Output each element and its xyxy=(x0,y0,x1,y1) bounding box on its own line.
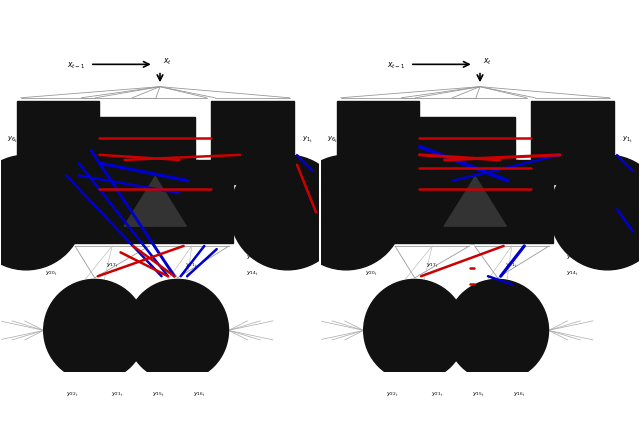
Text: $y_{4_t}$: $y_{4_t}$ xyxy=(622,207,633,216)
Bar xyxy=(470,161,554,243)
Text: $y_{15_t}$: $y_{15_t}$ xyxy=(472,389,484,398)
Bar xyxy=(337,102,419,184)
Text: $y_{2_t}$: $y_{2_t}$ xyxy=(622,160,633,170)
Text: $y_{10_t}$: $y_{10_t}$ xyxy=(7,201,21,212)
Text: $y_{17_t}$: $y_{17_t}$ xyxy=(426,261,438,269)
Text: $y_{6_t}$: $y_{6_t}$ xyxy=(327,135,338,145)
Bar xyxy=(413,118,464,169)
Text: $y_{8_t}$: $y_{8_t}$ xyxy=(7,184,18,194)
Text: (b): (b) xyxy=(472,358,488,369)
Bar xyxy=(391,161,474,243)
Text: $y_{18_t}$: $y_{18_t}$ xyxy=(45,241,58,249)
Text: $y_{12_t}$: $y_{12_t}$ xyxy=(246,241,259,249)
Text: $y_{19_t}$: $y_{19_t}$ xyxy=(45,253,58,262)
Text: $y_{13_t}$: $y_{13_t}$ xyxy=(566,253,579,262)
Text: $y_{1_t}$: $y_{1_t}$ xyxy=(622,135,633,145)
Text: $y_{12_t}$: $y_{12_t}$ xyxy=(566,241,579,249)
Circle shape xyxy=(44,280,146,381)
Text: $y_{4_t}$: $y_{4_t}$ xyxy=(302,207,313,216)
Text: $y_{7_t}$: $y_{7_t}$ xyxy=(7,160,18,170)
Bar xyxy=(93,118,144,169)
Text: $y_{21_t}$: $y_{21_t}$ xyxy=(111,389,124,398)
Text: $y_{22_t}$: $y_{22_t}$ xyxy=(386,389,399,398)
Bar xyxy=(531,102,614,184)
Circle shape xyxy=(550,156,640,270)
Text: $y_{17_t}$: $y_{17_t}$ xyxy=(106,261,118,269)
Bar xyxy=(150,161,234,243)
Text: $y_{3_t}$: $y_{3_t}$ xyxy=(302,184,313,194)
Text: $x_{t-1}$: $x_{t-1}$ xyxy=(387,60,405,70)
Text: $y_{22_t}$: $y_{22_t}$ xyxy=(66,389,79,398)
Text: $y_{7_t}$: $y_{7_t}$ xyxy=(327,160,338,170)
Circle shape xyxy=(0,156,84,270)
Text: $y_{15_t}$: $y_{15_t}$ xyxy=(152,389,164,398)
Text: $x_t$: $x_t$ xyxy=(483,57,492,67)
Text: $y_{3_t}$: $y_{3_t}$ xyxy=(622,184,633,194)
Text: $y_{5_t}$: $y_{5_t}$ xyxy=(302,201,313,212)
Text: $y_{5_t}$: $y_{5_t}$ xyxy=(622,201,633,212)
Text: $y_{2_t}$: $y_{2_t}$ xyxy=(302,160,313,170)
Text: $y_{8_t}$: $y_{8_t}$ xyxy=(327,184,338,194)
Text: $y_{14_t}$: $y_{14_t}$ xyxy=(566,269,579,278)
Text: $y_{20_t}$: $y_{20_t}$ xyxy=(45,269,58,278)
Text: $y_{21_t}$: $y_{21_t}$ xyxy=(431,389,444,398)
Circle shape xyxy=(127,280,228,381)
Polygon shape xyxy=(124,177,186,227)
Text: $y_{16_t}$: $y_{16_t}$ xyxy=(513,389,526,398)
Text: $x_t$: $x_t$ xyxy=(163,57,172,67)
Bar xyxy=(464,118,515,169)
Text: $y_{11_t}$: $y_{11_t}$ xyxy=(506,261,518,269)
Polygon shape xyxy=(444,177,506,227)
Text: $y_{14_t}$: $y_{14_t}$ xyxy=(246,269,259,278)
Circle shape xyxy=(230,156,345,270)
Text: $y_{20_t}$: $y_{20_t}$ xyxy=(365,269,378,278)
Text: $y_{13_t}$: $y_{13_t}$ xyxy=(246,253,259,262)
Text: $y_{9_t}$: $y_{9_t}$ xyxy=(327,207,338,216)
Bar xyxy=(144,118,195,169)
Circle shape xyxy=(447,280,548,381)
Text: $y_{1_t}$: $y_{1_t}$ xyxy=(302,135,313,145)
Bar xyxy=(211,102,294,184)
Bar xyxy=(71,161,154,243)
Text: $y_{6_t}$: $y_{6_t}$ xyxy=(7,135,18,145)
Text: $y_{10_t}$: $y_{10_t}$ xyxy=(327,201,341,212)
Text: $y_{19_t}$: $y_{19_t}$ xyxy=(365,253,378,262)
Text: $y_{9_t}$: $y_{9_t}$ xyxy=(7,207,18,216)
Bar xyxy=(17,102,99,184)
Text: $y_{18_t}$: $y_{18_t}$ xyxy=(365,241,378,249)
Text: (a): (a) xyxy=(152,358,168,369)
Circle shape xyxy=(364,280,466,381)
Text: $x_{t-1}$: $x_{t-1}$ xyxy=(67,60,85,70)
Text: $y_{16_t}$: $y_{16_t}$ xyxy=(193,389,206,398)
Text: $y_{11_t}$: $y_{11_t}$ xyxy=(186,261,198,269)
Circle shape xyxy=(289,156,404,270)
